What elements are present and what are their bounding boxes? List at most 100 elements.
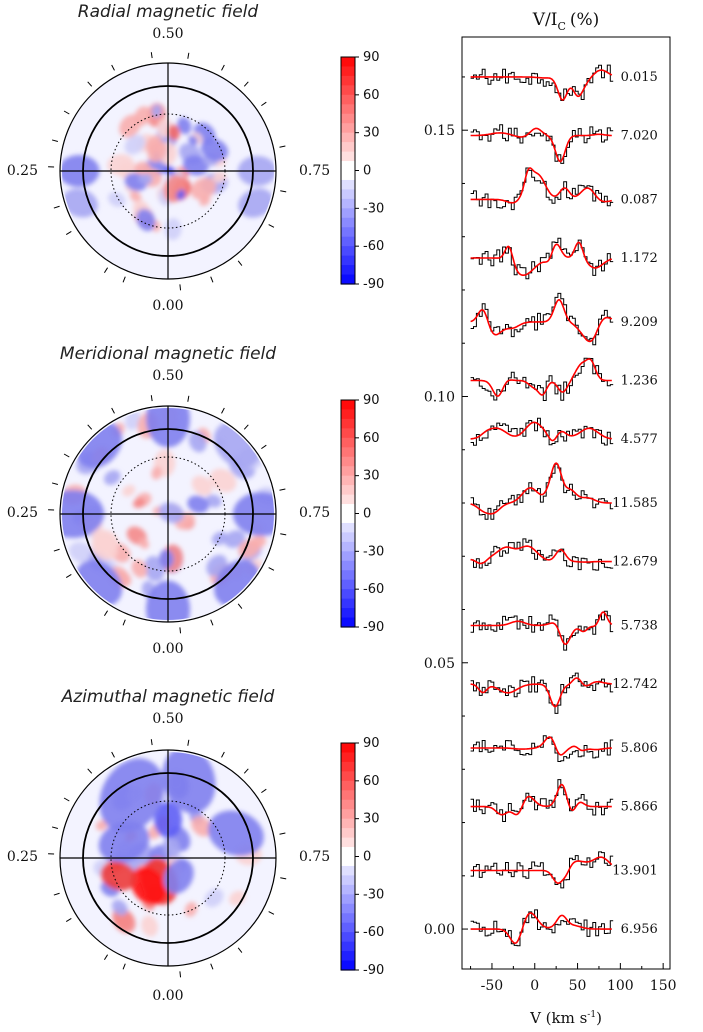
model-profile [470, 167, 612, 204]
field-blob [130, 866, 167, 906]
azimuthal-field-map: Azimuthal magnetic field 0.50 0.25 0.75 … [7, 687, 330, 1004]
colorbar-step [341, 752, 355, 763]
colorbar-step [341, 265, 355, 276]
phase-tick [111, 64, 115, 71]
colorbar-step [341, 790, 355, 801]
x-tick-label: 50 [569, 978, 587, 994]
colorbar-step [341, 771, 355, 782]
observed-profile [470, 538, 614, 571]
colorbar-step [341, 589, 355, 600]
profile: 9.209 [470, 292, 658, 346]
observed-profile [470, 292, 614, 346]
profile: 0.087 [470, 167, 658, 211]
phase-tick [53, 548, 60, 552]
model-profile [470, 736, 612, 756]
colorbar-step [341, 104, 355, 115]
phase-tick [111, 407, 115, 414]
model-profile [470, 241, 612, 276]
colorbar-step [341, 541, 355, 552]
model-profile [470, 69, 613, 101]
colorbar-step [341, 570, 355, 581]
colorbar-tick-label: -30 [363, 544, 384, 559]
field-blob [62, 188, 98, 218]
field-blob [138, 537, 150, 549]
colorbar-step [341, 960, 355, 971]
colorbar-tick-label: -90 [363, 620, 384, 635]
phase-tick [268, 911, 275, 915]
colorbar-tick-label: 90 [363, 736, 380, 751]
phase-tick [243, 81, 249, 87]
field-blob [177, 117, 192, 135]
phase-tick [268, 224, 275, 228]
colorbar-step [341, 579, 355, 590]
y-tick-label: 0.05 [424, 656, 455, 672]
colorbar-step [341, 913, 355, 924]
colorbar-step [341, 75, 355, 86]
colorbar-step [341, 113, 355, 124]
phase-tick [65, 917, 72, 923]
field-blob [191, 475, 213, 496]
colorbar-tick-label: 0 [363, 850, 371, 865]
colorbar-step [341, 598, 355, 609]
colorbar-step [341, 504, 355, 515]
field-blob [162, 752, 216, 814]
axis-ticks: -50 0 50 100 150 0.00 0.05 0.10 0.15 [424, 76, 677, 994]
phase-tick [261, 444, 267, 450]
phase-tick [150, 395, 153, 402]
phase-ticks [48, 739, 287, 978]
observed-profile [470, 64, 614, 101]
colorbar-tick-label: 0 [363, 164, 371, 179]
profile: 5.806 [470, 735, 658, 762]
phase-label-top: 0.50 [152, 368, 183, 384]
phase-tick [210, 963, 214, 970]
profile: 1.236 [470, 357, 658, 401]
phase-tick [280, 877, 287, 880]
field-blob [125, 410, 141, 430]
phase-label-top: 0.50 [152, 26, 183, 42]
colorbar-tick-label: -30 [363, 201, 384, 216]
phase-label-top: 0.50 [152, 711, 183, 727]
field-blob [199, 195, 211, 206]
profile: 0.015 [470, 64, 658, 101]
model-profile [470, 677, 612, 708]
observed-profile [470, 417, 614, 446]
colorbar-step [341, 418, 355, 429]
colorbar-step [341, 617, 355, 628]
field-blob [99, 758, 165, 833]
phase-tick [221, 64, 225, 71]
phase-tick [150, 739, 153, 746]
phase-label-left: 0.25 [7, 505, 38, 521]
field-blob [205, 494, 222, 508]
colorbar-tick-label: 30 [363, 469, 380, 484]
colorbar-tick-label: 90 [363, 50, 380, 65]
stellar-disk [48, 739, 287, 978]
phase-tick [279, 145, 286, 148]
field-blob [132, 497, 146, 509]
model-profile [470, 421, 612, 442]
profile-phase-label: 7.020 [621, 129, 658, 144]
profile-phase-label: 11.585 [612, 496, 658, 511]
profile-phase-label: 12.742 [612, 677, 658, 692]
x-tick-label: -50 [481, 978, 504, 994]
observed-profile [470, 735, 614, 762]
colorbar-step [341, 884, 355, 895]
colorbar-step [341, 865, 355, 877]
field-blob [130, 191, 142, 203]
field-blob [124, 134, 146, 155]
observed-profile [470, 124, 614, 164]
field-blob [158, 502, 184, 524]
phase-tick [87, 768, 93, 774]
phase-tick [63, 110, 70, 115]
y-tick-label: 0.15 [424, 123, 455, 139]
colorbar-step [341, 400, 355, 411]
profile: 7.020 [470, 124, 658, 164]
phase-tick [237, 947, 243, 953]
colorbar-step [341, 894, 355, 905]
phase-label-left: 0.25 [7, 163, 38, 179]
model-profile [470, 298, 613, 343]
field-blob [238, 188, 274, 218]
phase-label-right: 0.75 [299, 163, 330, 179]
colorbar-step [341, 847, 355, 858]
colorbar-step [341, 818, 355, 829]
